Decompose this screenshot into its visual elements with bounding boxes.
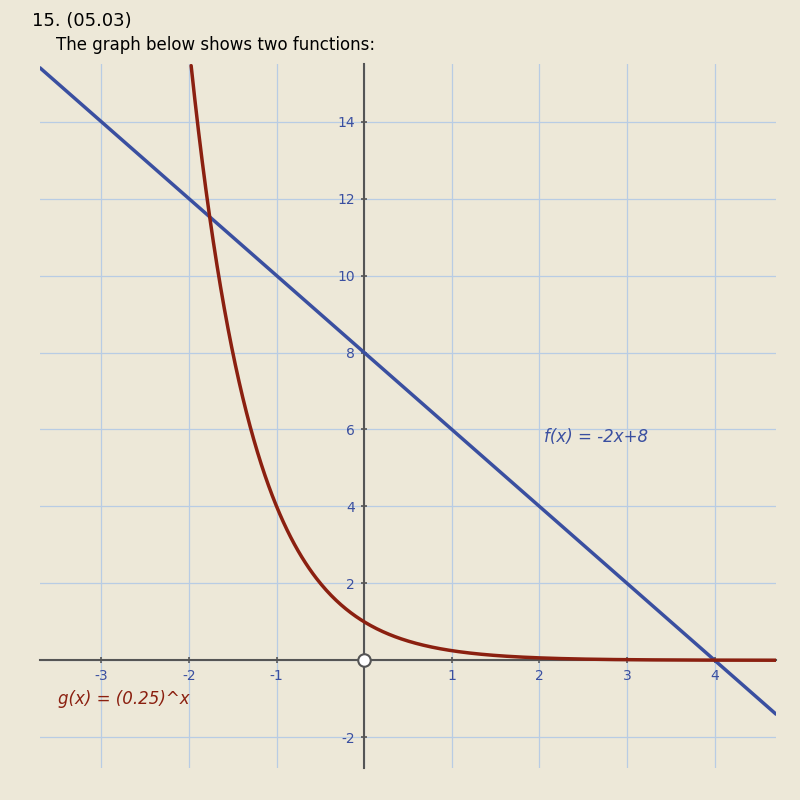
Text: The graph below shows two functions:: The graph below shows two functions: [56, 36, 375, 54]
Text: g(x) = (0.25)^x: g(x) = (0.25)^x [58, 690, 189, 708]
Text: 15. (05.03): 15. (05.03) [32, 12, 132, 30]
Text: f(x) = -2x+8: f(x) = -2x+8 [544, 428, 648, 446]
